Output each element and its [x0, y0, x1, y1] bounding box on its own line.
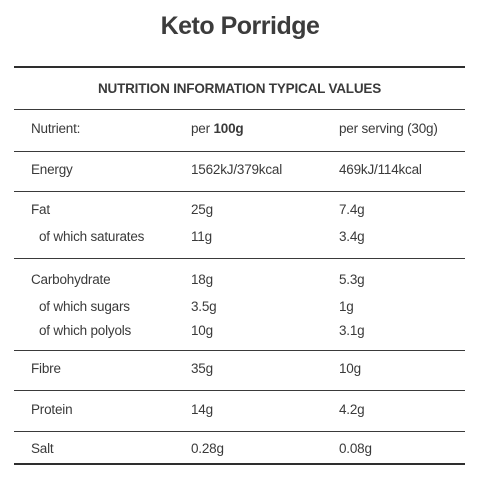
nutrition-table: NUTRITION INFORMATION TYPICAL VALUES Nut… — [14, 66, 465, 465]
per-serving-value: 7.4g — [339, 202, 365, 217]
per-amount: 100g — [213, 121, 244, 136]
table-row: of which polyols 10g 3.1g — [14, 323, 465, 343]
page-title: Keto Porridge — [160, 12, 320, 40]
per-serving-value: 3.4g — [339, 229, 365, 244]
table-row: of which sugars 3.5g 1g — [14, 299, 465, 319]
carbohydrate-group: Carbohydrate 18g 5.3g of which sugars 3.… — [14, 259, 465, 351]
nutrient-name: Energy — [31, 162, 73, 177]
per-100g-value: 18g — [191, 272, 213, 287]
per-100g-value: 10g — [191, 323, 213, 338]
nutrient-name: of which polyols — [39, 323, 132, 338]
per-100g-value: 35g — [191, 361, 213, 376]
protein-group: Protein 14g 4.2g — [14, 391, 465, 432]
per-100g-value: 3.5g — [191, 299, 217, 314]
fibre-group: Fibre 35g 10g — [14, 351, 465, 391]
nutrient-name: Salt — [31, 441, 54, 456]
per-100g-value: 25g — [191, 202, 213, 217]
per-serving-value: 3.1g — [339, 323, 365, 338]
per-serving-value: 5.3g — [339, 272, 365, 287]
nutrient-name: Carbohydrate — [31, 272, 111, 287]
table-row: of which saturates 11g 3.4g — [14, 229, 465, 249]
header-row: Nutrient: per 100g per serving (30g) — [14, 110, 465, 152]
nutrient-name: Protein — [31, 402, 73, 417]
table-row: Fibre 35g 10g — [14, 361, 465, 381]
energy-group: Energy 1562kJ/379kcal 469kJ/114kcal — [14, 152, 465, 192]
per-100g-value: 11g — [191, 229, 212, 244]
table-heading: NUTRITION INFORMATION TYPICAL VALUES — [14, 68, 465, 110]
nutrient-name: of which saturates — [39, 229, 145, 244]
nutrient-name: Fat — [31, 202, 50, 217]
table-row: Protein 14g 4.2g — [14, 402, 465, 422]
per-serving-value: 0.08g — [339, 441, 372, 456]
per-serving-value: 4.2g — [339, 402, 365, 417]
per-100g-value: 1562kJ/379kcal — [191, 162, 283, 177]
nutrient-name: of which sugars — [39, 299, 130, 314]
nutrient-name: Fibre — [31, 361, 61, 376]
per-prefix: per — [191, 121, 214, 136]
table-row: Energy 1562kJ/379kcal 469kJ/114kcal — [14, 162, 465, 182]
per-serving-column-header: per serving (30g) — [339, 121, 438, 136]
table-row: Salt 0.28g 0.08g — [14, 441, 465, 461]
salt-group: Salt 0.28g 0.08g — [14, 432, 465, 472]
per-serving-value: 10g — [339, 361, 361, 376]
per-100g-value: 14g — [191, 402, 213, 417]
per-serving-value: 469kJ/114kcal — [339, 162, 422, 177]
nutrient-column-header: Nutrient: — [31, 121, 81, 136]
per-100g-column-header: per 100g — [191, 121, 244, 136]
table-row: Carbohydrate 18g 5.3g — [14, 272, 465, 292]
per-serving-value: 1g — [339, 299, 354, 314]
table-row: Fat 25g 7.4g — [14, 202, 465, 222]
per-100g-value: 0.28g — [191, 441, 224, 456]
fat-group: Fat 25g 7.4g of which saturates 11g 3.4g — [14, 192, 465, 259]
